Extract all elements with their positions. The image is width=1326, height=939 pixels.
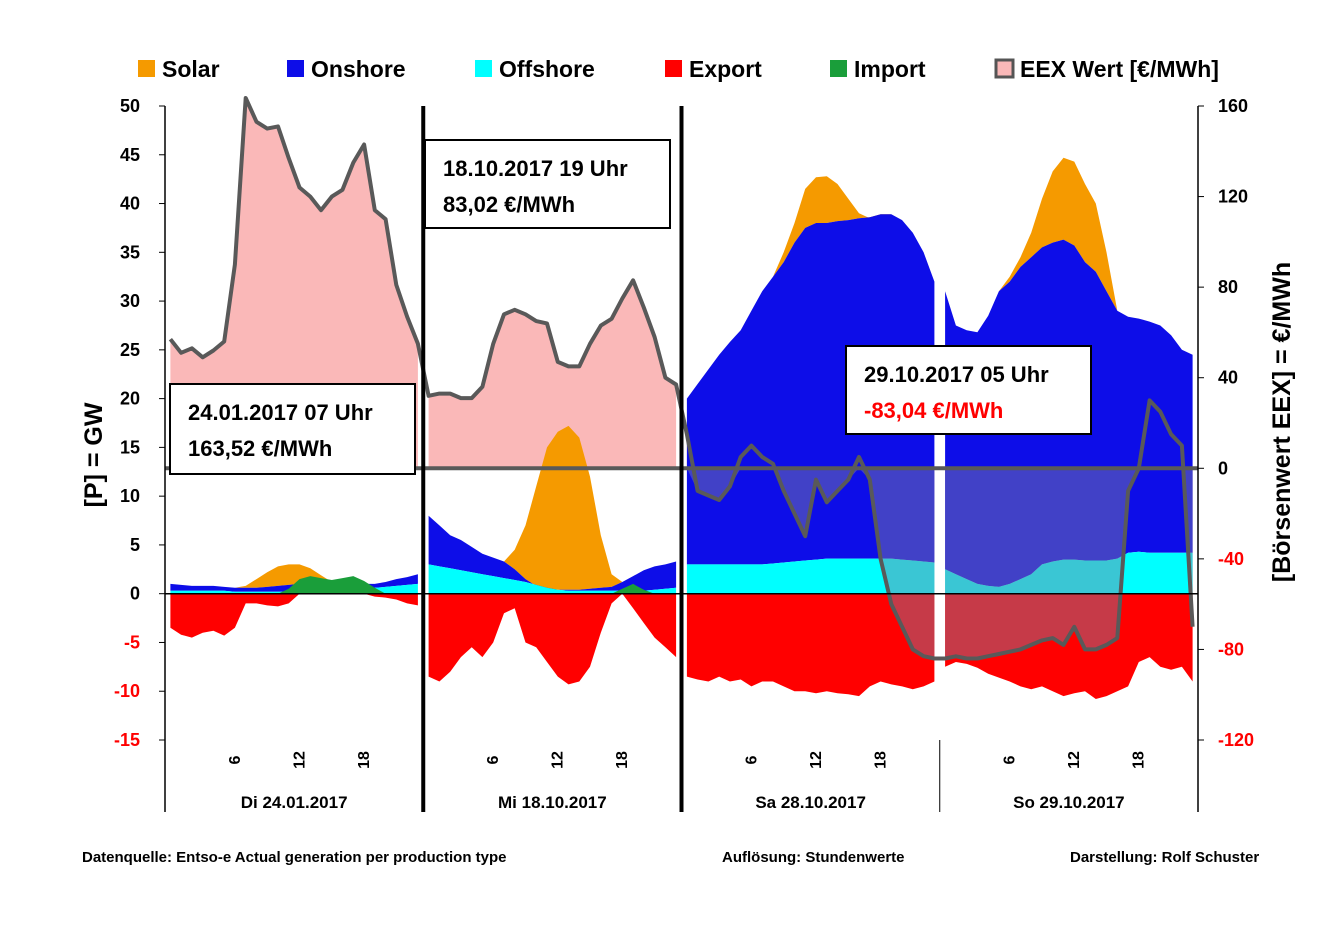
hour-tick-label: 6 [1002,755,1019,764]
solar-area [686,176,935,399]
annotation-line2: 163,52 €/MWh [188,436,332,461]
eex-area [428,280,677,469]
y-right-tick-label: 80 [1218,277,1238,297]
hour-tick-label: 12 [1066,751,1083,769]
y-left-tick-label: 5 [130,535,140,555]
legend-item: Solar [138,56,220,82]
y-left-tick-label: 20 [120,389,140,409]
solar-area [170,564,418,588]
y-left-tick-label: -5 [124,632,140,652]
legend-label: Onshore [311,56,406,82]
legend-item: Onshore [287,56,406,82]
export-area [686,593,935,697]
legend-label: Solar [162,56,220,82]
y-left-tick-label: 0 [130,584,140,604]
legend-label: Offshore [499,56,595,82]
y-left-tick-label: 30 [120,291,140,311]
hour-tick-label: 6 [227,755,244,764]
y-left-axis-title: [P] = GW [80,402,108,507]
legend-swatch [994,58,1015,79]
footer-source: Datenquelle: Entso-e Actual generation p… [82,849,507,866]
hour-tick-label: 6 [485,755,502,764]
eex-negative-area [945,468,1193,659]
annotation-frame [845,345,1092,435]
hour-tick-label: 18 [614,751,631,769]
y-left-tick-label: 50 [120,96,140,116]
hour-tick-label: 18 [1131,751,1148,769]
legend-swatch [830,60,847,77]
annotation-line2: -83,04 €/MWh [864,398,1003,423]
y-right-tick-label: 120 [1218,187,1248,207]
legend-swatch [138,60,155,77]
legend-label: Export [689,56,762,82]
legend-label: EEX Wert [€/MWh] [1020,56,1219,82]
legend-item: EEX Wert [€/MWh] [994,56,1219,82]
hour-tick-label: 6 [743,755,760,764]
y-left-tick-label: 45 [120,145,140,165]
export-area [428,593,677,685]
footer-author: Darstellung: Rolf Schuster [1070,849,1260,866]
hour-tick-label: 12 [550,751,567,769]
offshore-area [428,564,677,594]
y-right-tick-label: 0 [1218,458,1228,478]
day-label: So 29.10.2017 [1013,793,1125,812]
y-left-tick-label: -15 [114,730,140,750]
annotation-line2: 83,02 €/MWh [443,192,575,217]
y-right-axis-title: [Börsenwert EEX] = €/MWh [1268,262,1296,582]
legend-swatch [475,60,492,77]
day-label: Mi 18.10.2017 [498,793,607,812]
y-left-tick-label: 25 [120,340,140,360]
legend-item: Export [665,56,762,82]
y-left-tick-label: 40 [120,194,140,214]
y-left-tick-label: 35 [120,242,140,262]
legend-item: Offshore [475,56,595,82]
y-right-tick-label: -120 [1218,730,1254,750]
day-label: Di 24.01.2017 [241,793,348,812]
onshore-area [428,515,677,591]
y-right-tick-label: 40 [1218,368,1238,388]
y-left-tick-label: -10 [114,681,140,701]
export-area [170,593,418,638]
axes: 50454035302520151050-5-10-1516012080400-… [114,96,1254,812]
eex-area [170,98,418,469]
day-label: Sa 28.10.2017 [755,793,866,812]
footer-resolution: Auflösung: Stundenwerte [722,849,905,866]
annotation-box: 18.10.2017 19 Uhr 83,02 €/MWh [424,139,671,229]
solar-area [945,157,1193,355]
legend: Solar Onshore Offshore Export Import EEX Wert… [138,56,1219,82]
annotation-line1: 29.10.2017 05 Uhr [864,362,1049,387]
solar-area [428,425,677,590]
hour-tick-label: 12 [291,751,308,769]
hour-tick-label: 12 [808,751,825,769]
annotation-line1: 24.01.2017 07 Uhr [188,400,373,425]
y-left-tick-label: 10 [120,486,140,506]
annotations: 24.01.2017 07 Uhr 163,52 €/MWh 18.10.2017 … [169,139,1092,475]
legend-swatch [287,60,304,77]
export-area [945,593,1193,699]
y-right-tick-label: -80 [1218,639,1244,659]
annotation-box: 29.10.2017 05 Uhr -83,04 €/MWh [845,345,1092,435]
legend-swatch [665,60,682,77]
annotation-frame [424,139,671,229]
annotation-box: 24.01.2017 07 Uhr 163,52 €/MWh [169,383,416,475]
offshore-area [945,551,1193,594]
offshore-area [686,558,935,594]
hour-tick-label: 18 [356,751,373,769]
y-left-tick-label: 15 [120,437,140,457]
import-area [428,583,677,594]
legend-label: Import [854,56,926,82]
legend-item: Import [830,56,926,82]
y-right-tick-label: 160 [1218,96,1248,116]
hour-tick-label: 18 [872,751,889,769]
annotation-line1: 18.10.2017 19 Uhr [443,156,628,181]
plot-areas [168,96,1195,699]
y-right-tick-label: -40 [1218,549,1244,569]
annotation-frame [169,383,416,475]
import-area [170,576,418,594]
onshore-area [686,214,935,565]
